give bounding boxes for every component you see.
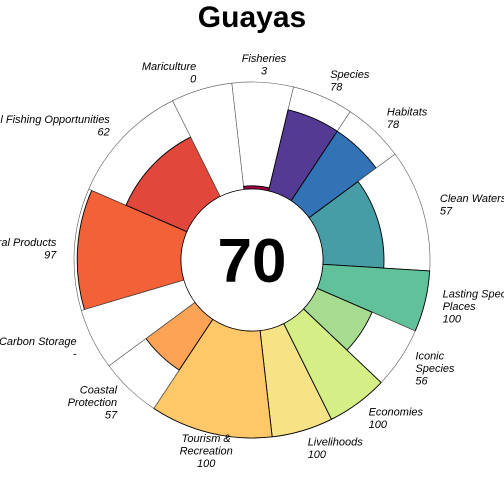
petal-group	[73, 81, 431, 439]
petal-label: Lasting SpecialPlaces100	[443, 288, 504, 325]
petal-label: Tourism & Recreation 100	[180, 433, 233, 470]
petal-label: Livelihoods 100	[308, 437, 364, 462]
petal-label: Clean Waters 57	[440, 193, 504, 218]
petal-label: Economies 100	[369, 406, 424, 431]
petal-label: Carbon Storage -	[0, 336, 77, 361]
petal-label: Species 78	[330, 69, 370, 94]
center-circle	[180, 188, 324, 332]
petal-label: Fisheries 3	[242, 53, 287, 78]
petal-label: Habitats 78	[387, 107, 428, 132]
petal-label: Coastal Protection 57	[68, 385, 118, 422]
center-score: 70	[218, 227, 287, 296]
petal-label: Iconic Species 56	[415, 351, 455, 388]
petal-label: Mariculture 0	[142, 61, 197, 86]
chart-title: Guayas	[198, 1, 306, 34]
